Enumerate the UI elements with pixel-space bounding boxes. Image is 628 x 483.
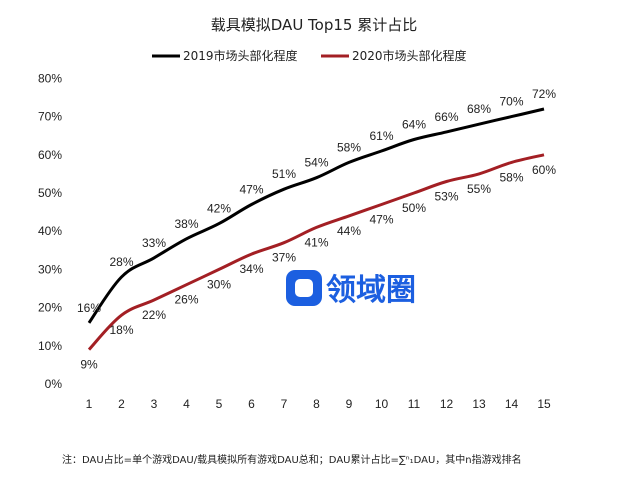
series-line-2020 — [87, 153, 545, 351]
data-label: 22% — [142, 308, 166, 322]
x-tick-label: 5 — [216, 397, 223, 411]
data-label: 70% — [499, 95, 523, 109]
data-label: 26% — [174, 293, 198, 307]
data-label: 66% — [434, 110, 458, 124]
x-tick-label: 11 — [408, 397, 421, 411]
x-tick-label: 15 — [537, 397, 551, 411]
y-tick-label: 0% — [45, 377, 63, 391]
y-tick-label: 80% — [38, 71, 62, 85]
data-label: 68% — [467, 102, 491, 116]
watermark-logo-inner — [295, 279, 313, 297]
y-tick-label: 70% — [38, 110, 62, 124]
data-label: 37% — [272, 251, 296, 265]
x-tick-label: 8 — [313, 397, 320, 411]
data-label: 18% — [109, 323, 133, 337]
x-tick-label: 2 — [118, 397, 125, 411]
y-tick-label: 50% — [38, 186, 62, 200]
legend-label-2020: 2020市场头部化程度 — [352, 48, 467, 63]
data-label: 42% — [207, 202, 231, 216]
data-labels: 16% 28% 33% 38% 42% 47% 51% 54% 58% 61% 64% 66% 68% 7… — [77, 87, 556, 372]
x-tick-label: 9 — [346, 397, 353, 411]
x-tick-label: 14 — [505, 397, 519, 411]
y-tick-label: 10% — [38, 339, 62, 353]
y-tick-label: 30% — [38, 262, 62, 276]
data-label: 34% — [239, 262, 263, 276]
series-lines — [87, 107, 545, 351]
data-label: 60% — [532, 163, 556, 177]
series-line-2019 — [87, 107, 545, 324]
data-label: 53% — [434, 190, 458, 204]
x-tick-label: 4 — [183, 397, 190, 411]
x-tick-label: 3 — [151, 397, 158, 411]
data-label: 33% — [142, 236, 166, 250]
data-label: 47% — [369, 212, 393, 226]
data-label: 55% — [467, 182, 491, 196]
y-tick-label: 40% — [38, 224, 62, 238]
data-label: 38% — [174, 217, 198, 231]
y-tick-label: 60% — [38, 148, 62, 162]
watermark-text: 领域圈 — [326, 273, 416, 308]
data-label: 9% — [80, 358, 98, 372]
x-tick-label: 7 — [281, 397, 288, 411]
data-label: 50% — [402, 201, 426, 215]
data-label: 61% — [369, 129, 393, 143]
data-label: 72% — [532, 87, 556, 101]
data-label: 64% — [402, 118, 426, 132]
x-tick-label: 13 — [472, 397, 486, 411]
data-label: 58% — [499, 170, 523, 184]
data-label: 44% — [337, 224, 361, 238]
data-label: 41% — [304, 235, 328, 249]
x-tick-label: 10 — [375, 397, 389, 411]
chart-title: 载具模拟DAU Top15 累计占比 — [211, 16, 417, 34]
y-tick-label: 20% — [38, 301, 62, 315]
data-label: 47% — [239, 182, 263, 196]
data-label: 54% — [304, 156, 328, 170]
data-label: 58% — [337, 140, 361, 154]
data-label: 51% — [272, 167, 296, 181]
legend: 2019市场头部化程度 2020市场头部化程度 — [152, 48, 467, 63]
footnote: 注：DAU占比=单个游戏DAU/载具模拟所有游戏DAU总和；DAU累计占比=∑ⁿ… — [62, 453, 522, 466]
x-tick-label: 1 — [86, 397, 93, 411]
data-label: 28% — [109, 255, 133, 269]
x-tick-label: 6 — [248, 397, 255, 411]
data-label: 30% — [207, 277, 231, 291]
x-tick-label: 12 — [440, 397, 454, 411]
legend-label-2019: 2019市场头部化程度 — [183, 48, 298, 63]
axes: 0%10%20%30%40%50%60%70%80%1 2 3 4 5 6 7 8 9 10 11 1… — [38, 71, 551, 411]
watermark: 领域圈 — [286, 270, 416, 308]
data-label: 16% — [77, 301, 101, 315]
